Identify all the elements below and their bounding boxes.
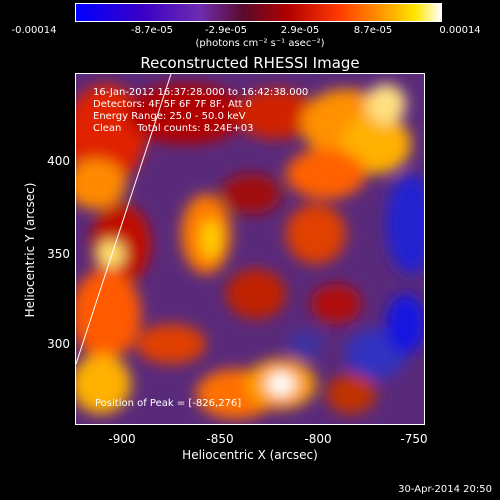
info-energy: Energy Range: 25.0 - 50.0 keV <box>93 111 246 122</box>
colorbar-tick: -0.00014 <box>11 25 57 36</box>
y-tick-label: 300 <box>47 337 70 351</box>
rhessi-image <box>76 74 424 424</box>
y-tick-label: 350 <box>47 247 70 261</box>
info-time: 16-Jan-2012 16:37:28.000 to 16:42:38.000 <box>93 87 309 98</box>
rhessi-image-plot <box>75 73 425 425</box>
colorbar-tick: 2.9e-05 <box>280 25 320 36</box>
info-detectors: Detectors: 4F 5F 6F 7F 8F, Att 0 <box>93 99 253 110</box>
colorbar-unit: (photons cm⁻² s⁻¹ asec⁻²) <box>195 38 325 49</box>
creation-timestamp: 30-Apr-2014 20:50 <box>398 484 492 495</box>
info-clean: Clean Total counts: 8.24E+03 <box>93 123 254 134</box>
colorbar <box>75 3 442 22</box>
image-title: Reconstructed RHESSI Image <box>140 54 360 72</box>
x-tick-label: -850 <box>206 432 234 446</box>
x-tick-label: -750 <box>400 432 428 446</box>
colorbar-tick: -2.9e-05 <box>205 25 247 36</box>
x-axis-label: Heliocentric X (arcsec) <box>182 448 318 462</box>
y-tick-label: 400 <box>47 154 70 168</box>
colorbar-tick: -8.7e-05 <box>131 25 173 36</box>
colorbar-tick: 0.00014 <box>439 25 481 36</box>
y-axis-label: Heliocentric Y (arcsec) <box>23 182 37 318</box>
x-tick-label: -800 <box>304 432 332 446</box>
observation-info: 16-Jan-2012 16:37:28.000 to 16:42:38.000… <box>93 87 308 135</box>
x-tick-label: -900 <box>108 432 136 446</box>
peak-position: Position of Peak = [-826,276] <box>95 398 242 409</box>
colorbar-tick: 8.7e-05 <box>353 25 393 36</box>
